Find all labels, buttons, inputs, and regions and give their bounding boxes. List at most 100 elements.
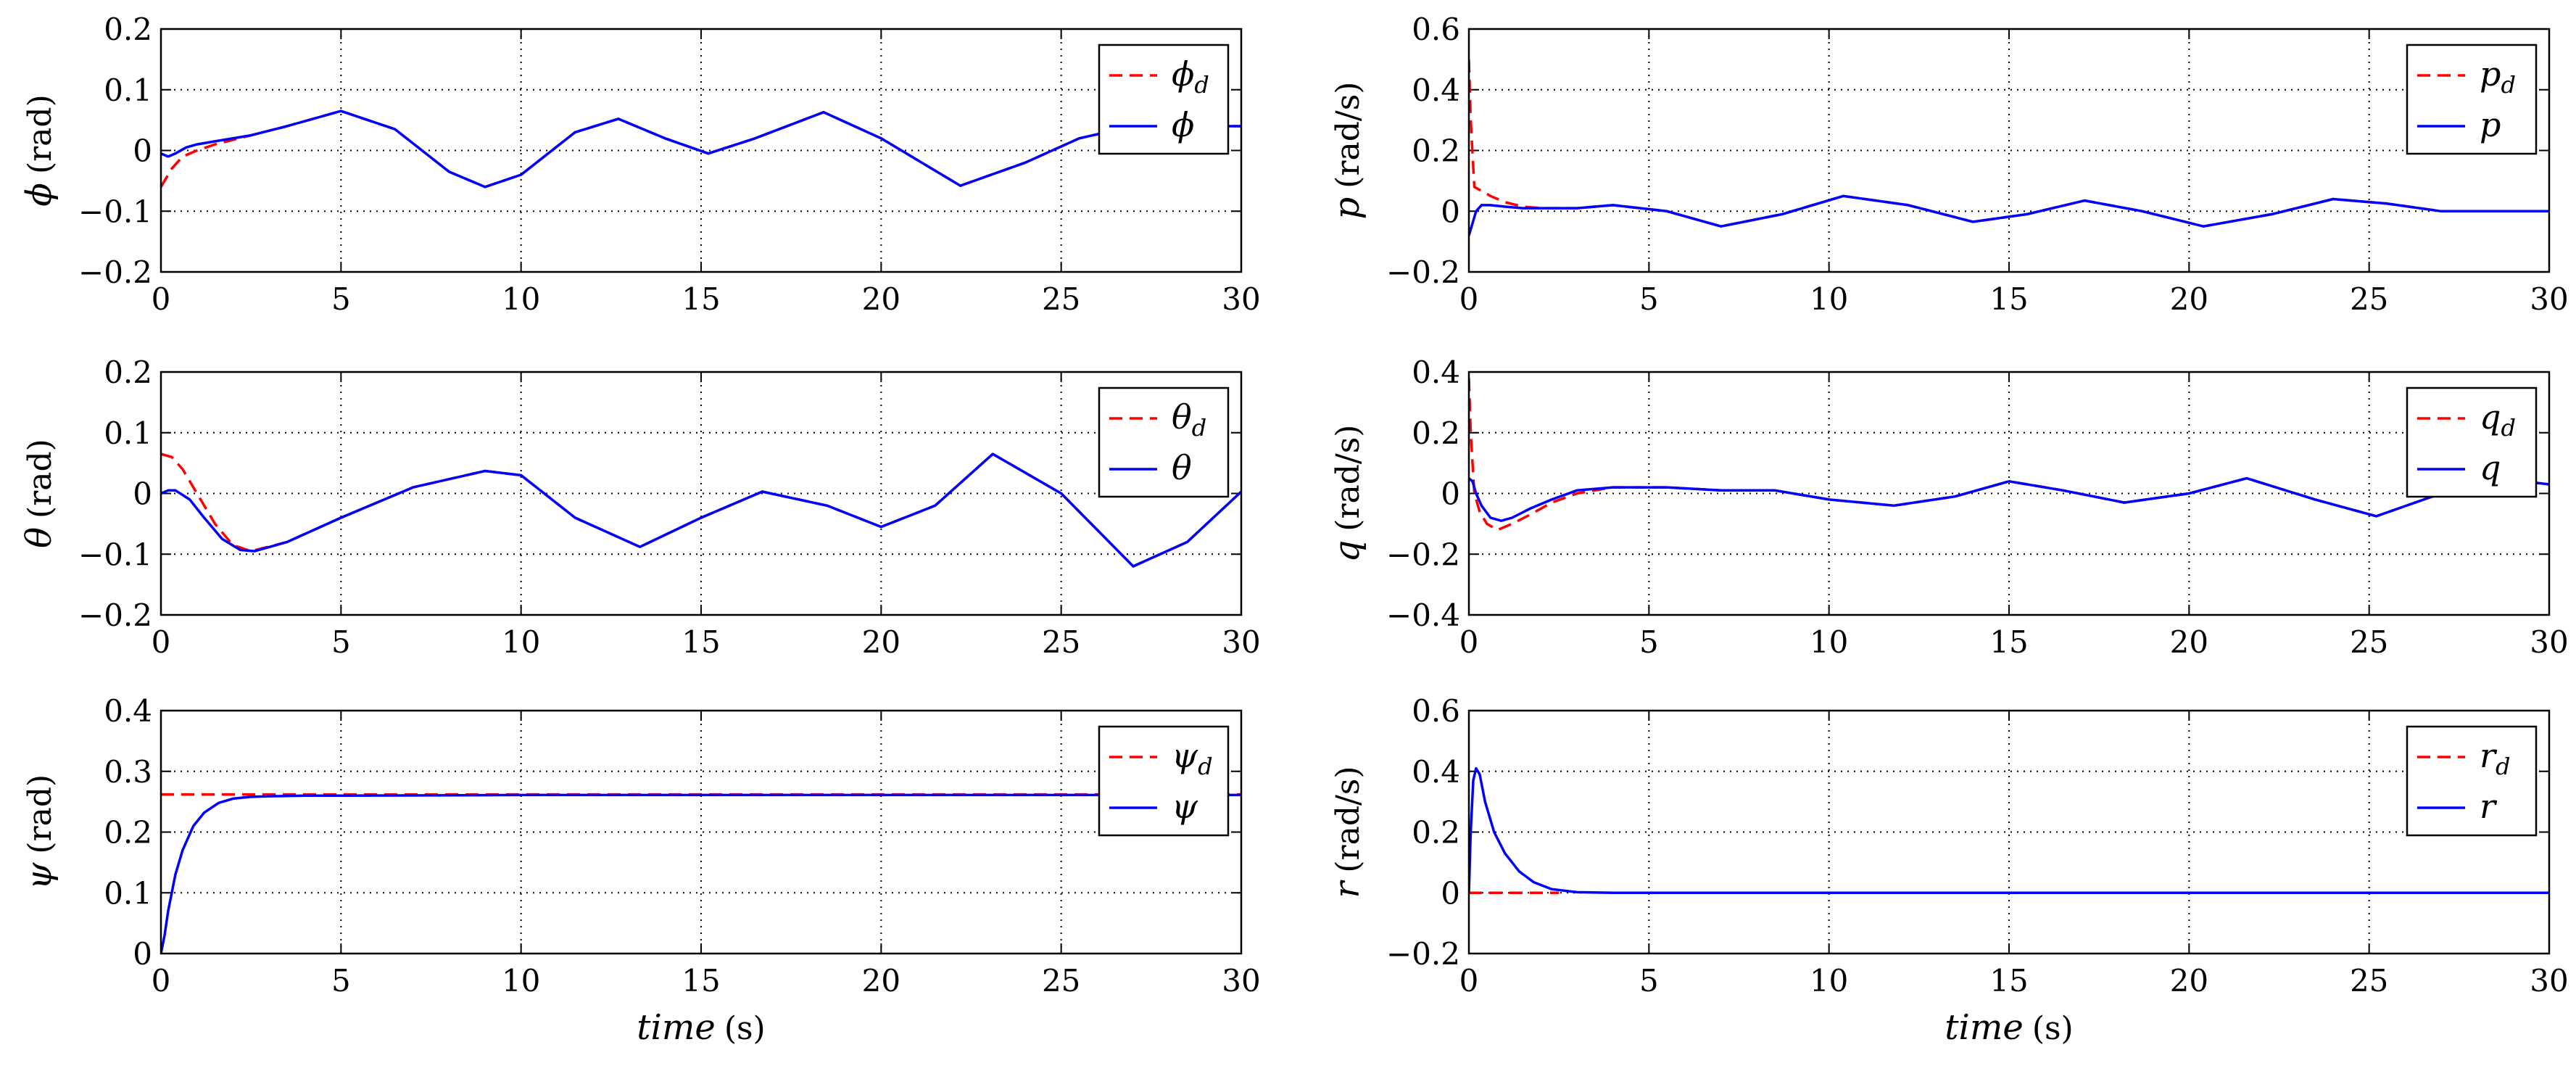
y-tick-label: 0.2 <box>1412 133 1460 169</box>
x-tick-label: 0 <box>152 624 171 660</box>
x-tick-label: 5 <box>1639 281 1659 317</box>
axes-box <box>160 709 1243 955</box>
x-axis-label: time (s) <box>1945 1007 2073 1048</box>
x-tick-label: 5 <box>331 963 351 998</box>
y-tick-label: 0 <box>133 476 152 512</box>
y-tick-label: −0.1 <box>78 537 152 572</box>
y-tick-label: 0.2 <box>104 12 152 47</box>
x-tick-label: 5 <box>331 281 351 317</box>
x-tick-label: 25 <box>2350 963 2388 998</box>
y-axis-label: q(rad/s) <box>1327 425 1367 563</box>
y-tick-label: 0.1 <box>104 875 152 911</box>
x-tick-label: 0 <box>1459 624 1479 660</box>
y-tick-label: −0.2 <box>1386 936 1460 972</box>
legend-box <box>1098 386 1230 498</box>
x-tick-label: 30 <box>2530 281 2568 317</box>
x-tick-label: 15 <box>682 281 720 317</box>
legend: ψd ψ <box>1098 725 1230 837</box>
x-tick-label: 30 <box>2530 624 2568 660</box>
y-tick-label: 0.2 <box>104 815 152 851</box>
x-tick-label: 20 <box>2170 281 2208 317</box>
y-tick-label: −0.2 <box>1386 255 1460 290</box>
y-tick-label: 0.2 <box>104 355 152 390</box>
y-axis-label: θ(rad) <box>19 439 59 548</box>
axes-box <box>160 28 1243 273</box>
legend-box <box>2406 386 2538 498</box>
series-line-psi <box>161 793 1241 954</box>
legend-label: rd <box>2480 736 2510 780</box>
subplot-q: 0 5 10 15 20 25 30 −0.4 −0.2 0 0.2 0.4 q(rad/s) qd q <box>1327 355 2569 660</box>
x-tick-label: 25 <box>1042 963 1080 998</box>
x-tick-label: 5 <box>1639 624 1659 660</box>
subplot-phi: 0 5 10 15 20 25 30 −0.2 −0.1 0 0.1 0.2 ϕ(rad) ϕd ϕ <box>19 12 1261 317</box>
y-tick-label: 0.6 <box>1412 12 1460 47</box>
x-tick-label: 25 <box>2350 281 2388 317</box>
y-tick-label: 0.4 <box>1412 73 1460 108</box>
x-tick-label: 25 <box>2350 624 2388 660</box>
x-tick-label: 20 <box>862 963 900 998</box>
series-line-phi <box>161 109 1241 189</box>
x-tick-label: 0 <box>152 281 171 317</box>
x-tick-label: 30 <box>1222 963 1260 998</box>
legend: θd θ <box>1098 386 1230 498</box>
y-tick-label: 0.2 <box>1412 815 1460 851</box>
y-axis-label: p(rad/s) <box>1327 82 1367 220</box>
series-line-r <box>1469 766 2549 895</box>
series-line-q <box>1469 476 2549 522</box>
x-tick-label: 30 <box>1222 281 1260 317</box>
y-tick-label: 0.3 <box>104 754 152 790</box>
x-tick-label: 15 <box>1989 281 2028 317</box>
x-tick-label: 20 <box>862 281 900 317</box>
plot-area <box>161 372 1241 615</box>
series-line-theta <box>161 452 1241 568</box>
y-axis-label: ψ(rad) <box>19 774 59 890</box>
x-tick-label: 30 <box>2530 963 2568 998</box>
legend-label: ψ <box>1172 787 1198 826</box>
plot-area <box>1469 372 2549 615</box>
x-tick-label: 15 <box>1989 624 2028 660</box>
y-tick-label: −0.1 <box>78 194 152 229</box>
x-tick-label: 5 <box>1639 963 1659 998</box>
y-tick-label: 0 <box>133 133 152 169</box>
y-tick-label: 0.4 <box>1412 754 1460 790</box>
plot-area <box>1469 711 2549 954</box>
y-tick-label: 0.2 <box>1412 415 1460 451</box>
y-tick-label: −0.4 <box>1386 597 1460 633</box>
legend-box <box>2406 44 2538 155</box>
y-tick-label: 0 <box>1441 194 1460 229</box>
subplot-r: 0 5 10 15 20 25 30−0.200.20.40.6r(rad/s)time (s… <box>1327 693 2569 1048</box>
x-tick-label: 10 <box>1810 624 1848 660</box>
legend: ϕd ϕ <box>1098 44 1230 155</box>
x-tick-label: 25 <box>1042 624 1080 660</box>
x-tick-label: 15 <box>1989 963 2028 998</box>
subplot-p: 0 5 10 15 20 25 30−0.200.20.40.6p(rad/s)pdp <box>1327 12 2569 317</box>
y-tick-label: 0.1 <box>104 73 152 108</box>
x-tick-label: 20 <box>2170 963 2208 998</box>
y-tick-label: 0.1 <box>104 415 152 451</box>
x-tick-label: 25 <box>1042 281 1080 317</box>
legend: pd p <box>2406 44 2538 155</box>
x-tick-label: 30 <box>1222 624 1260 660</box>
y-axis-label: ϕ(rad) <box>19 94 59 206</box>
x-tick-label: 15 <box>682 624 720 660</box>
x-tick-label: 5 <box>331 624 351 660</box>
series-line-p <box>1469 194 2549 236</box>
legend-label: ψd <box>1172 736 1213 780</box>
x-tick-label: 20 <box>862 624 900 660</box>
x-axis-label: time (s) <box>637 1007 765 1048</box>
y-tick-label: 0 <box>1441 476 1460 512</box>
y-tick-label: −0.2 <box>1386 537 1460 572</box>
subplot-theta: 0 5 10 15 20 25 30 −0.2 −0.1 0 0.1 0.2 θ(rad) θd θ <box>19 355 1261 660</box>
y-tick-label: −0.2 <box>78 255 152 290</box>
plot-area <box>161 711 1241 954</box>
legend-label: pd <box>2480 54 2516 99</box>
legend-label: qd <box>2480 397 2516 442</box>
legend-label: ϕ <box>1172 105 1194 144</box>
y-tick-label: 0.4 <box>104 693 152 729</box>
legend-label: θ <box>1172 448 1192 487</box>
y-tick-label: −0.2 <box>78 597 152 633</box>
axes-box <box>160 371 1243 616</box>
axes-box <box>1467 709 2551 955</box>
legend-box <box>1098 44 1230 155</box>
